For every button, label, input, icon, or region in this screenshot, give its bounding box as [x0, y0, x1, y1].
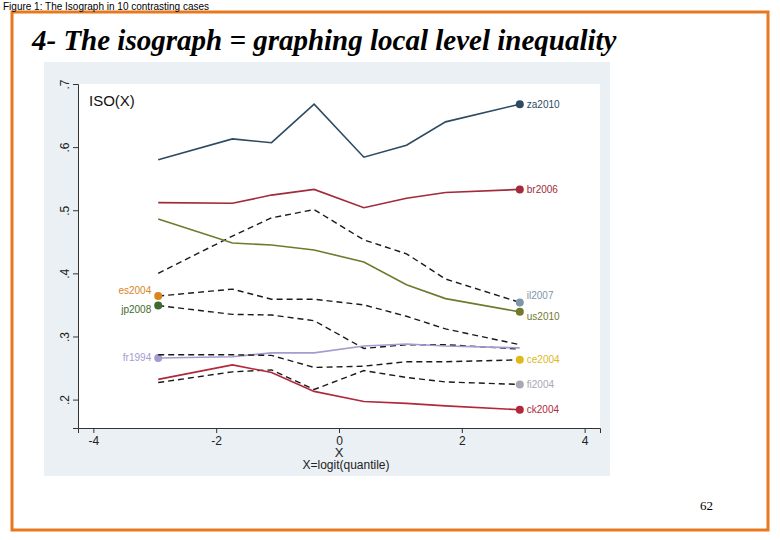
chart-svg: Figure 1: The Isograph in 10 contrasting… — [0, 0, 780, 540]
y-tick-label: .4 — [58, 269, 72, 279]
x-tick: -4 — [89, 428, 100, 448]
series-label: br2006 — [527, 184, 559, 195]
x-axis-line — [79, 429, 601, 434]
x-tick-mark — [339, 428, 340, 433]
series-end-marker — [154, 292, 162, 300]
x-annotation: X=logit(quantile) — [302, 458, 389, 472]
caption: Figure 1: The Isograph in 10 contrasting… — [3, 1, 209, 12]
series-end-marker — [516, 380, 524, 388]
series-line — [158, 306, 520, 350]
y-tick-mark — [73, 273, 78, 274]
x-tick: 2 — [459, 428, 466, 448]
series-end-marker — [516, 185, 524, 193]
y-tick-mark — [73, 210, 78, 211]
y-tick: .6 — [58, 142, 78, 152]
x-tick-mark — [93, 428, 94, 433]
series-line — [158, 189, 520, 207]
x-tick-label: 2 — [459, 434, 466, 448]
series-end-marker — [516, 298, 524, 306]
graph-region — [44, 62, 610, 476]
y-tick-label: .2 — [58, 395, 72, 405]
x-tick-mark — [462, 428, 463, 433]
y-axis-title: ISO(X) — [89, 92, 135, 109]
y-tick-label: .3 — [58, 332, 72, 342]
y-tick-label: .5 — [58, 205, 72, 215]
series-end-marker — [516, 406, 524, 414]
x-tick-mark — [216, 428, 217, 433]
plot-region — [78, 84, 600, 428]
series-line — [158, 365, 520, 410]
x-tick-label: -2 — [211, 434, 222, 448]
series-end-marker — [516, 308, 524, 316]
slide-frame — [12, 12, 768, 530]
y-tick-label: .6 — [58, 142, 72, 152]
y-tick-mark — [73, 400, 78, 401]
y-tick: .2 — [58, 395, 78, 405]
chart-container: Figure 1: The Isograph in 10 contrasting… — [0, 0, 780, 540]
series-label: fr1994 — [123, 352, 152, 363]
series-labels: za2010 br2006 il2007 us2010 es2004 jp2008 fr19… — [118, 99, 560, 415]
y-tick-mark — [73, 147, 78, 148]
title: 4- The isograph = graphing local level i… — [31, 24, 617, 56]
series-label: il2007 — [527, 290, 554, 301]
y-tick-mark — [73, 84, 78, 85]
series-label: ce2004 — [527, 354, 560, 365]
x-tick-label: 4 — [582, 434, 589, 448]
series-label: us2010 — [527, 311, 560, 322]
series-line — [158, 355, 520, 368]
series-line — [158, 289, 520, 345]
series-label: za2010 — [527, 99, 560, 110]
series-label: ck2004 — [527, 404, 560, 415]
page-number: 62 — [700, 498, 713, 513]
x-tick: -2 — [211, 428, 222, 448]
x-tick-mark — [585, 428, 586, 433]
y-tick: .7 — [58, 79, 78, 89]
series-line — [158, 219, 520, 312]
y-tick: .3 — [58, 332, 78, 342]
series-label: es2004 — [118, 285, 151, 296]
y-axis: .2 .3 .4 .5 .6 .7 — [58, 79, 79, 428]
series-line — [158, 344, 520, 358]
y-tick: .5 — [58, 205, 78, 215]
series-line — [158, 104, 520, 160]
plot-marks — [154, 100, 524, 413]
y-tick: .4 — [58, 269, 78, 279]
y-axis-line — [73, 85, 79, 429]
series-end-marker — [516, 100, 524, 108]
series-label: jp2008 — [120, 304, 151, 315]
series-end-marker — [154, 302, 162, 310]
series-label: fi2004 — [527, 379, 555, 390]
series-end-marker — [516, 356, 524, 364]
x-tick-label: -4 — [89, 434, 100, 448]
y-tick-label: .7 — [58, 79, 72, 89]
x-tick: 4 — [582, 428, 589, 448]
y-tick-mark — [73, 336, 78, 337]
series-line — [158, 370, 520, 390]
